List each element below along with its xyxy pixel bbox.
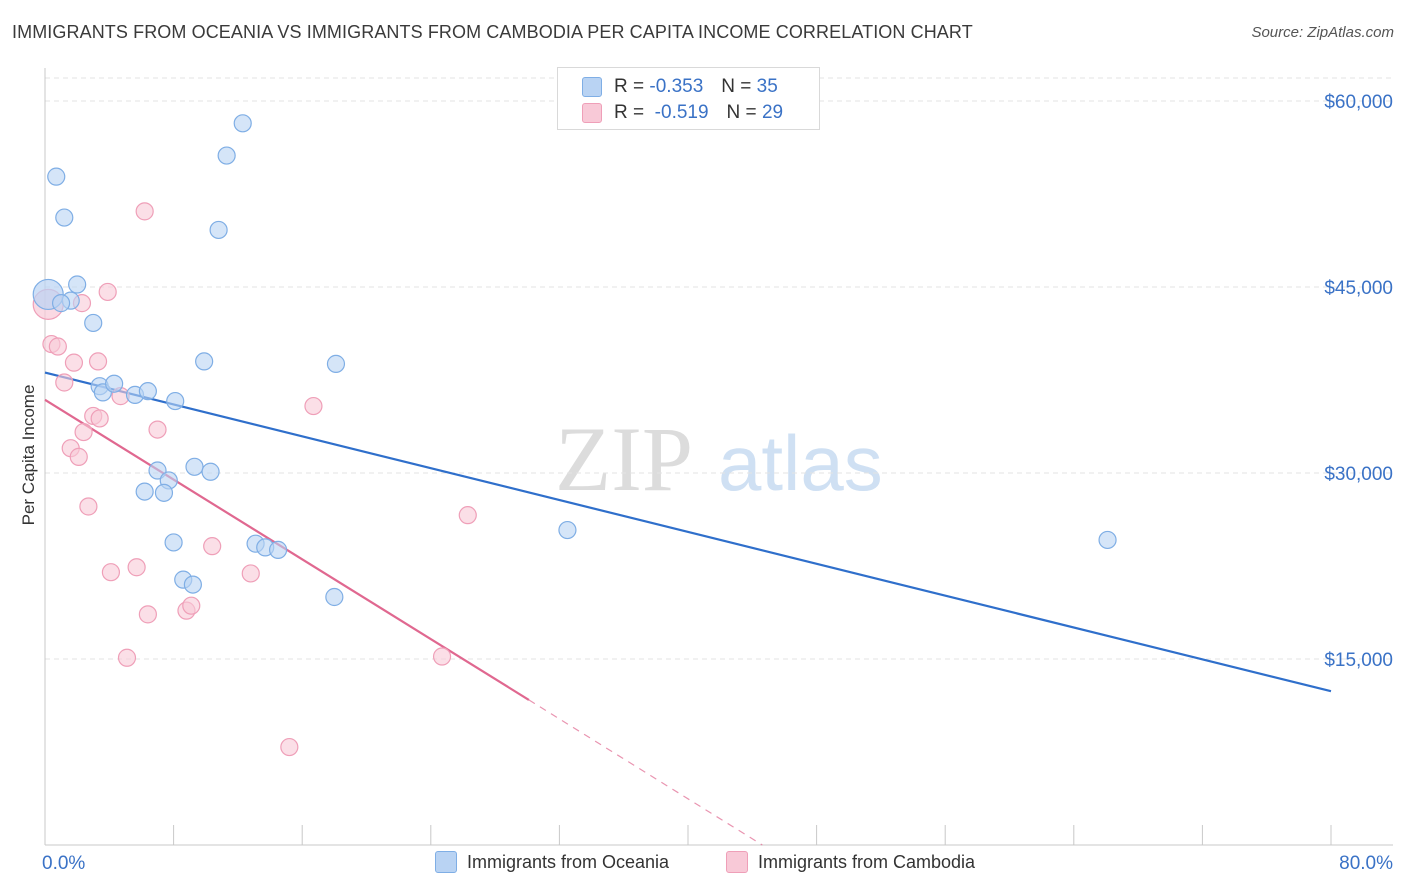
n-value-cambodia: 29 (761, 102, 784, 123)
oceania-point (47, 167, 66, 186)
data-points (32, 114, 1117, 757)
cambodia-point (79, 497, 98, 516)
oceania-point (195, 352, 214, 371)
cambodia-point (280, 737, 299, 757)
cambodia-point (98, 282, 117, 302)
cambodia-point (138, 605, 157, 624)
oceania-point (105, 374, 124, 393)
oceania-point (84, 313, 103, 333)
cambodia-point (69, 447, 88, 466)
oceania-point (55, 208, 74, 227)
legend-item-oceania[interactable]: Immigrants from Oceania (435, 851, 669, 873)
cambodia-legend-swatch (726, 851, 748, 873)
cambodia-point (127, 558, 146, 577)
cambodia-point (74, 422, 93, 442)
r-label: R = (614, 76, 645, 97)
cambodia-point (241, 564, 260, 583)
legend-label-cambodia: Immigrants from Cambodia (758, 851, 976, 872)
cambodia-point (55, 373, 74, 392)
oceania-point (233, 114, 252, 133)
watermark-zip: ZIP (555, 408, 693, 510)
oceania-legend-swatch (435, 851, 457, 873)
tick-labels: $15,000 $30,000 $45,000 $60,000 0.0% 80.0% (42, 92, 1393, 874)
oceania-point (166, 391, 185, 411)
cambodia-point (64, 353, 84, 372)
x-tick-label-max: 80.0% (1339, 853, 1393, 874)
cambodia-point (458, 506, 477, 525)
oceania-point (185, 457, 204, 476)
oceania-point (558, 520, 577, 540)
legend-label-oceania: Immigrants from Oceania (467, 851, 670, 872)
oceania-swatch (582, 77, 602, 97)
source-label: Source: ZipAtlas.com (1251, 24, 1394, 41)
cambodia-point (304, 396, 323, 416)
cambodia-point (101, 563, 121, 582)
r-label: R = (614, 102, 645, 123)
n-label: N = (726, 102, 757, 123)
cambodia-swatch (582, 103, 602, 123)
r-value-oceania: -0.353 (649, 76, 704, 97)
x-tick-label-min: 0.0% (42, 853, 85, 874)
stats-row-cambodia: R = -0.519 N = 29 (582, 100, 783, 126)
oceania-point (183, 575, 202, 594)
y-tick-label: $45,000 (1324, 278, 1393, 299)
oceania-point (1098, 530, 1117, 550)
oceania-point (154, 483, 174, 502)
cambodia-point (90, 409, 109, 428)
stats-legend: R = -0.353 N = 35 R = -0.519 N = 29 (557, 67, 820, 130)
y-tick-label: $15,000 (1324, 650, 1393, 671)
r-value-cambodia: -0.519 (654, 102, 709, 123)
oceania-point (51, 294, 71, 313)
trend-line-oceania (44, 371, 1332, 693)
cambodia-point (148, 420, 167, 439)
cambodia-point (203, 537, 222, 556)
oceania-point (68, 275, 87, 294)
legend-item-cambodia[interactable]: Immigrants from Cambodia (726, 851, 975, 873)
cambodia-point (182, 596, 201, 615)
n-value-oceania: 35 (756, 76, 778, 97)
oceania-point (209, 220, 228, 240)
oceania-point (268, 540, 288, 559)
axes (44, 68, 1393, 846)
oceania-point (326, 354, 346, 373)
stats-row-oceania: R = -0.353 N = 35 (582, 74, 778, 100)
trend-extension-cambodia (528, 699, 763, 846)
n-label: N = (721, 76, 752, 97)
y-tick-label: $30,000 (1324, 464, 1393, 485)
oceania-point (164, 533, 183, 552)
watermark-atlas: atlas (718, 419, 883, 507)
oceania-point (325, 587, 344, 607)
bottom-legend: Immigrants from Oceania Immigrants from … (0, 851, 1406, 879)
cambodia-point (117, 648, 137, 667)
y-tick-label: $60,000 (1324, 92, 1393, 113)
cambodia-point (88, 352, 108, 371)
oceania-point (138, 382, 157, 401)
watermark: ZIP atlas (555, 408, 883, 510)
y-axis-label: Per Capita Income (19, 385, 38, 526)
cambodia-point (432, 647, 452, 666)
cambodia-point (48, 337, 67, 356)
oceania-point (135, 482, 154, 501)
chart-title: IMMIGRANTS FROM OCEANIA VS IMMIGRANTS FR… (12, 22, 973, 42)
cambodia-point (135, 202, 154, 221)
oceania-point (217, 146, 236, 165)
oceania-point (201, 462, 220, 481)
